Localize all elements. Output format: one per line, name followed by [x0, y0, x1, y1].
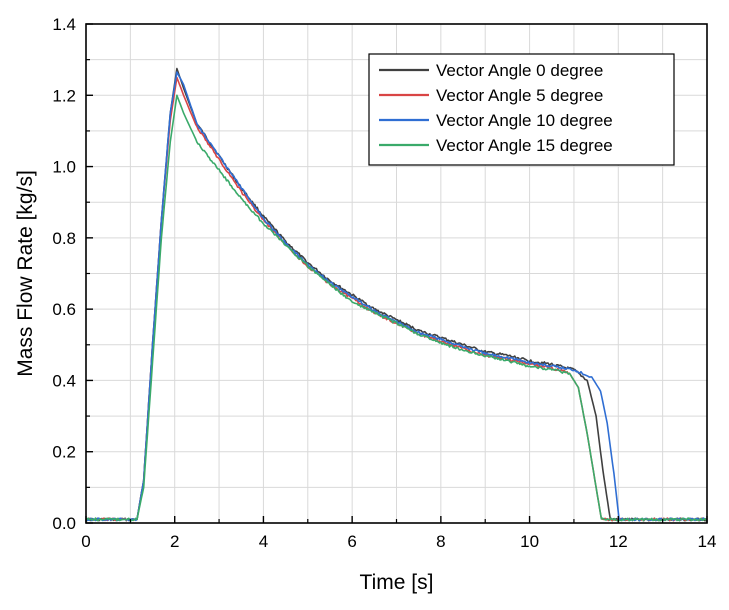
legend-label: Vector Angle 5 degree	[436, 86, 603, 105]
x-tick-label: 2	[170, 532, 179, 551]
series-line-1	[85, 76, 708, 522]
y-tick-label: 0.8	[52, 229, 76, 248]
legend-label: Vector Angle 0 degree	[436, 61, 603, 80]
y-tick-label: 0.4	[52, 371, 76, 390]
y-tick-label: 0.2	[52, 443, 76, 462]
x-tick-label: 12	[609, 532, 628, 551]
series-line-2	[85, 71, 708, 522]
x-axis-title: Time [s]	[360, 571, 434, 594]
y-tick-label: 1.4	[52, 15, 76, 34]
y-axis-title: Mass Flow Rate [kg/s]	[14, 170, 37, 377]
x-tick-label: 4	[259, 532, 268, 551]
legend-label: Vector Angle 15 degree	[436, 136, 613, 155]
legend: Vector Angle 0 degree Vector Angle 5 degr…	[368, 53, 675, 166]
series-line-0	[85, 67, 708, 522]
x-tick-label: 10	[520, 532, 539, 551]
series-lines	[85, 67, 708, 522]
legend-box	[368, 53, 675, 166]
series-line-3	[85, 94, 708, 522]
legend-label: Vector Angle 10 degree	[436, 111, 613, 130]
x-tick-label: 8	[436, 532, 445, 551]
x-tick-label: 6	[347, 532, 356, 551]
y-tick-label: 0.6	[52, 300, 76, 319]
y-tick-label: 1.2	[52, 86, 76, 105]
x-tick-label: 14	[698, 532, 717, 551]
y-tick-label: 0.0	[52, 514, 76, 533]
x-tick-label: 0	[81, 532, 90, 551]
axis-ticks: 0 2 4 6 8 10 12 14 0.0 0.2 0.4 0.6 0.8 1.0 1.2 1.4	[52, 15, 716, 551]
y-tick-label: 1.0	[52, 158, 76, 177]
